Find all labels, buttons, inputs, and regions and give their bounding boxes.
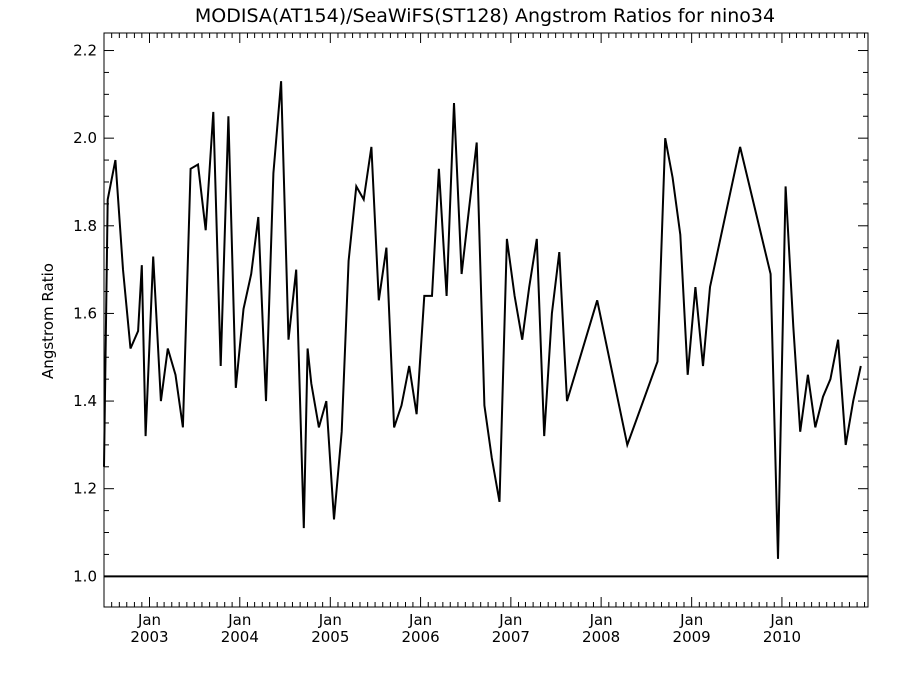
x-tick-label-year: 2005 — [311, 628, 349, 646]
x-tick-label-year: 2007 — [492, 628, 530, 646]
x-tick-label-year: 2003 — [130, 628, 168, 646]
y-axis-ticks: 1.0 1.2 1.4 1.6 1.8 2.0 2.2 — [73, 42, 868, 585]
x-tick-label-month: Jan — [227, 611, 251, 629]
y-tick-label: 1.4 — [73, 392, 97, 410]
x-tick-label-year: 2006 — [401, 628, 439, 646]
y-tick-label: 2.2 — [73, 42, 97, 60]
y-tick-label: 1.8 — [73, 217, 97, 235]
y-axis-label: Angstrom Ratio — [39, 263, 57, 379]
y-tick-label: 2.0 — [73, 129, 97, 147]
x-tick-label-month: Jan — [137, 611, 161, 629]
plot-area-border — [103, 32, 869, 608]
x-tick-label-month: Jan — [679, 611, 703, 629]
x-tick-label-year: 2008 — [582, 628, 620, 646]
x-tick-label-month: Jan — [498, 611, 522, 629]
y-tick-label: 1.6 — [73, 304, 97, 322]
x-tick-label-month: Jan — [408, 611, 432, 629]
y-tick-label: 1.0 — [73, 567, 97, 585]
y-tick-label: 1.2 — [73, 480, 97, 498]
plot-frame — [103, 32, 869, 608]
x-tick-label-month: Jan — [769, 611, 793, 629]
series-line — [103, 81, 862, 559]
chart-title: MODISA(AT154)/SeaWiFS(ST128) Angstrom Ra… — [195, 5, 775, 27]
x-tick-label-year: 2004 — [221, 628, 259, 646]
x-tick-label-month: Jan — [589, 611, 613, 629]
x-axis-ticks: Jan2003Jan2004Jan2005Jan2006Jan2007Jan20… — [103, 33, 866, 646]
series-group — [103, 81, 862, 559]
x-tick-label-year: 2009 — [673, 628, 711, 646]
x-tick-label-month: Jan — [318, 611, 342, 629]
x-tick-label-year: 2010 — [763, 628, 801, 646]
